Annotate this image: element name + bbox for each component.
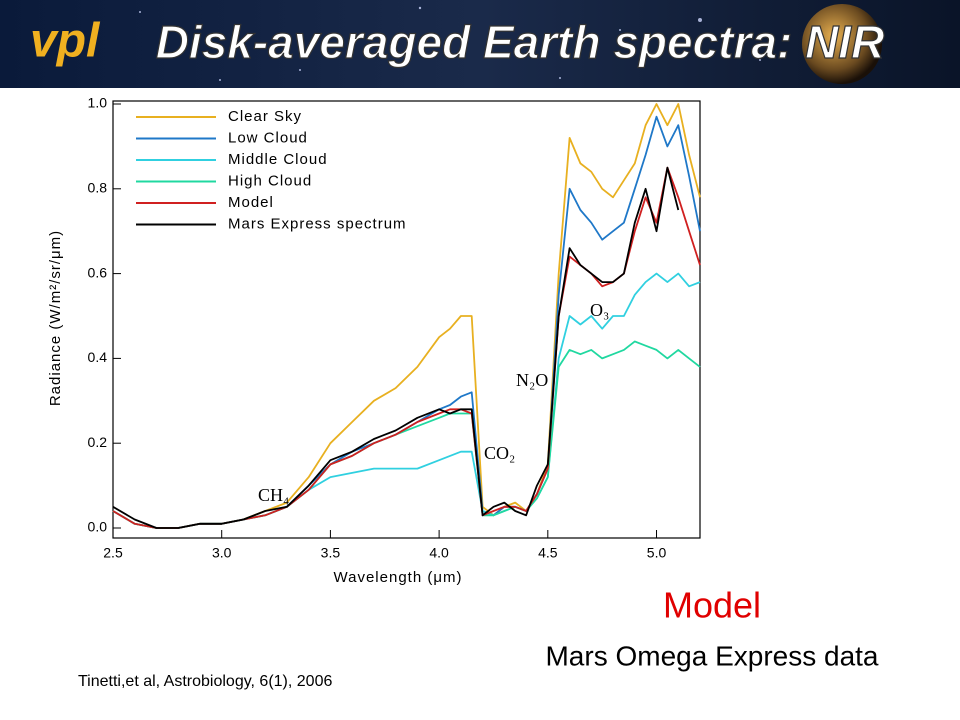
y-tick-label: 1.0	[88, 95, 108, 111]
annotation: O₃	[590, 300, 609, 320]
citation: Tinetti,et al, Astrobiology, 6(1), 2006	[78, 673, 332, 690]
caption-data: Mars Omega Express data	[545, 640, 878, 671]
y-axis-label: Radiance (W/m²/sr/μm)	[47, 230, 64, 406]
legend-label: Middle Cloud	[228, 151, 328, 168]
x-tick-label: 3.0	[212, 545, 232, 561]
x-tick-label: 2.5	[103, 545, 123, 561]
legend-label: Low Cloud	[228, 129, 308, 146]
header-band	[0, 0, 960, 88]
annotation: CO₂	[484, 443, 515, 463]
y-tick-label: 0.4	[88, 349, 108, 365]
planet	[802, 4, 882, 84]
plot-frame	[112, 100, 701, 539]
x-tick-label: 4.0	[429, 545, 449, 561]
series-line	[112, 166, 680, 529]
series-line	[112, 340, 701, 529]
x-axis-label: Wavelength (μm)	[334, 569, 463, 586]
y-tick-label: 0.8	[88, 180, 108, 196]
y-tick-label: 0.6	[88, 264, 108, 280]
series-line	[112, 115, 701, 529]
y-tick-label: 0.2	[88, 434, 108, 450]
legend-label: Model	[228, 194, 274, 211]
annotation: N₂O	[516, 370, 548, 390]
stars	[139, 6, 761, 81]
slide-title: Disk-averaged Earth spectra: NIR	[156, 16, 885, 68]
legend-label: Mars Express spectrum	[228, 215, 407, 232]
caption-model: Model	[663, 585, 761, 626]
annotation: CH₄	[258, 485, 289, 505]
x-tick-label: 4.5	[538, 545, 558, 561]
y-tick-label: 0.0	[88, 519, 108, 535]
legend-label: High Cloud	[228, 172, 312, 189]
x-tick-label: 3.5	[321, 545, 341, 561]
x-tick-label: 5.0	[647, 545, 667, 561]
series-line	[112, 272, 701, 529]
logo: vpl	[30, 15, 101, 68]
legend-label: Clear Sky	[228, 108, 302, 125]
